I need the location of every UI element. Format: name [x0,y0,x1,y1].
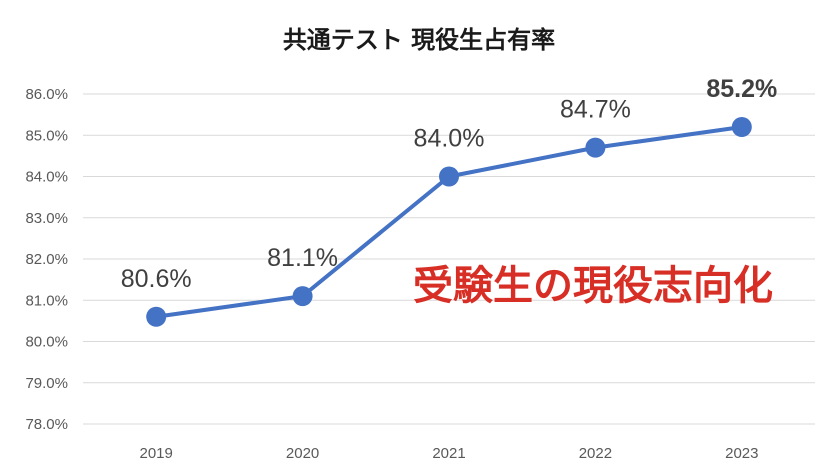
x-tick-label: 2020 [286,445,319,462]
y-tick-label: 80.0% [25,334,68,351]
y-tick-label: 85.0% [25,127,68,144]
data-point [292,286,313,307]
gridlines [83,93,815,425]
data-point [146,306,167,327]
y-tick-label: 86.0% [25,86,68,103]
y-tick-label: 78.0% [25,416,68,433]
data-point [731,117,752,137]
y-tick-label: 84.0% [25,169,68,186]
x-tick-label: 2021 [432,445,465,462]
y-tick-label: 83.0% [25,210,68,227]
data-label: 81.1% [267,244,338,272]
chart-title: 共通テスト 現役生占有率 [283,26,555,54]
y-tick-label: 79.0% [25,375,68,392]
data-point [439,166,459,187]
series [146,117,752,327]
y-axis-ticks: 78.0% 79.0% 80.0% 81.0% 82.0% 83.0% 84.0% 85.0%… [25,86,68,433]
data-label: 84.0% [414,125,485,153]
x-tick-label: 2023 [725,445,758,462]
data-label: 84.7% [560,96,631,124]
x-tick-label: 2022 [579,445,612,462]
x-axis-ticks: 2019 2020 2021 2022 2023 [140,445,759,462]
chart-annotation: 受験生の現役志向化 [413,263,773,309]
y-tick-label: 81.0% [25,292,68,309]
data-label: 85.2% [706,75,777,103]
y-tick-label: 82.0% [25,251,68,268]
x-tick-label: 2019 [140,445,173,462]
data-point [585,137,606,158]
data-labels: 80.6% 81.1% 84.0% 84.7% 85.2% [121,75,777,293]
data-label: 80.6% [121,265,192,293]
